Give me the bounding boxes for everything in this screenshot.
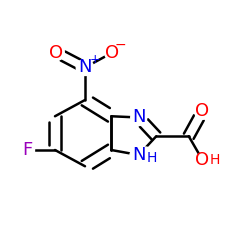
Text: O: O	[49, 44, 63, 62]
Ellipse shape	[131, 110, 147, 126]
Text: O: O	[196, 151, 209, 169]
Ellipse shape	[48, 44, 64, 60]
Ellipse shape	[130, 147, 158, 163]
Text: H: H	[209, 153, 220, 167]
Ellipse shape	[76, 60, 94, 76]
Text: +: +	[89, 53, 100, 66]
Text: N: N	[78, 58, 92, 76]
Text: O: O	[196, 102, 209, 120]
Text: N: N	[132, 146, 145, 164]
Ellipse shape	[20, 143, 34, 157]
Text: N: N	[132, 108, 145, 126]
Text: O: O	[106, 44, 120, 62]
Text: F: F	[22, 141, 32, 159]
Ellipse shape	[195, 152, 220, 168]
Text: H: H	[146, 150, 157, 164]
Ellipse shape	[104, 44, 120, 60]
Text: −: −	[115, 38, 126, 52]
Ellipse shape	[194, 103, 210, 119]
